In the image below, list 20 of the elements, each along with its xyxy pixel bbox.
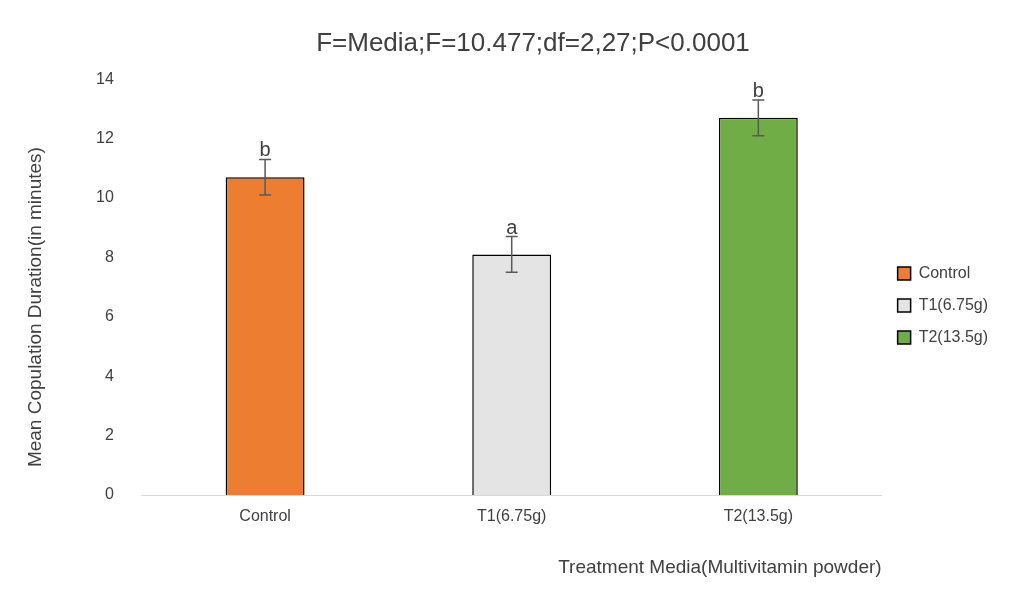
x-tick-label: T1(6.75g) [477,507,547,525]
chart-title: F=Media;F=10.477;df=2,27;P<0.0001 [316,26,750,57]
y-tick-label: 14 [96,69,114,87]
legend-label: Control [918,263,971,281]
y-tick-label: 0 [104,485,114,503]
x-axis-title: Treatment Media(Multivitamin powder) [558,555,882,577]
y-tick-label: 6 [104,307,114,325]
y-tick-label: 4 [104,366,114,384]
annotation: b [259,138,271,161]
y-tick-label: 2 [104,426,114,444]
x-tick-label: T2(13.5g) [723,507,794,525]
y-tick-label: 8 [104,247,114,265]
y-tick-label: 12 [96,129,114,147]
y-tick-label: 10 [96,188,114,206]
x-tick-label: Control [239,507,291,525]
legend-label: T2(13.5g) [918,327,989,345]
annotation: a [506,215,519,238]
annotation: b [752,78,764,101]
y-axis-title: Mean Copulation Duration(in minutes) [24,147,46,468]
legend-label: T1(6.75g) [918,295,989,313]
